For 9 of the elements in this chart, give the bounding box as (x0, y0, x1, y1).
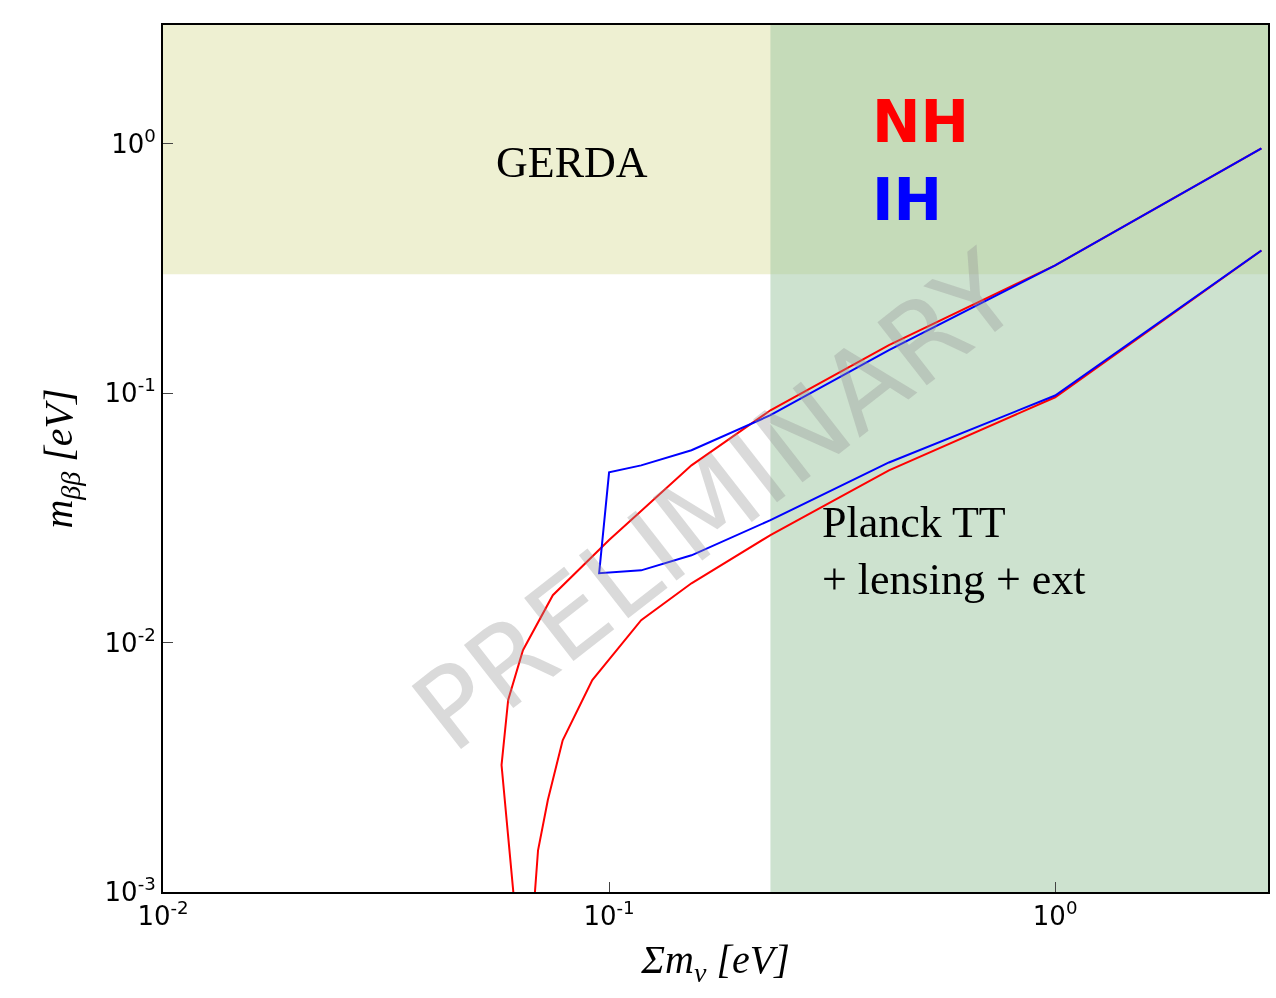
series-label: IH (872, 166, 943, 234)
text: NH (872, 88, 970, 156)
band-label: GERDA (496, 138, 648, 187)
y-tick-label: 10$^{-1}$ (104, 374, 156, 409)
x-tick-label: 10$^{-1}$ (583, 897, 635, 932)
y-tick-label: 10$^{-2}$ (104, 623, 156, 658)
x-tick-label: 10$^{0}$ (1032, 897, 1078, 932)
y-tick-label: 10$^{0}$ (111, 125, 156, 160)
x-axis-title: Σm$_{ν}$ [eV] (640, 937, 790, 988)
